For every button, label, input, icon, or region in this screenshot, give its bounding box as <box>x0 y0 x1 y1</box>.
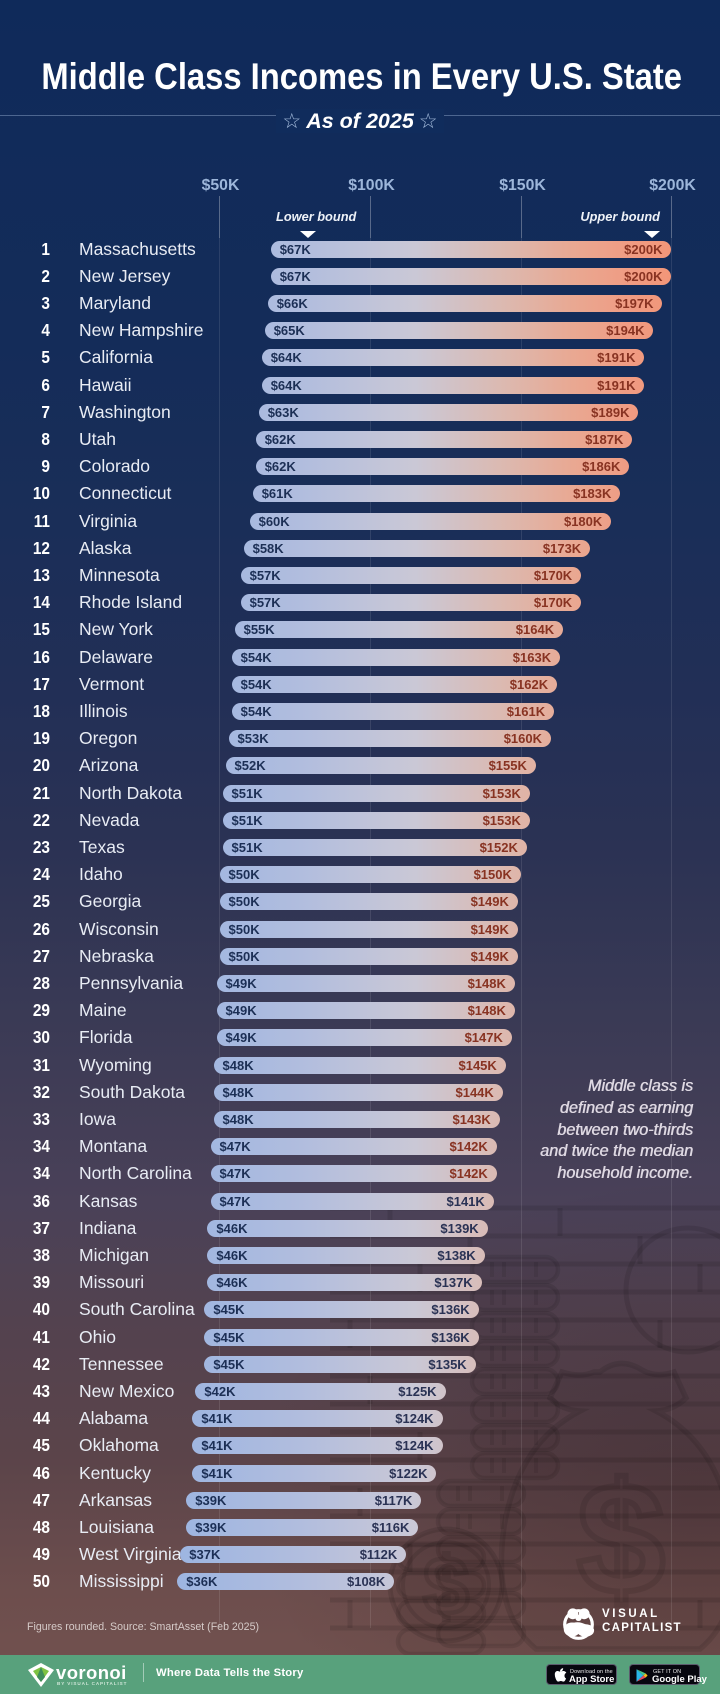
svg-text:$: $ <box>577 1451 665 1627</box>
svg-text:$: $ <box>423 1541 469 1632</box>
